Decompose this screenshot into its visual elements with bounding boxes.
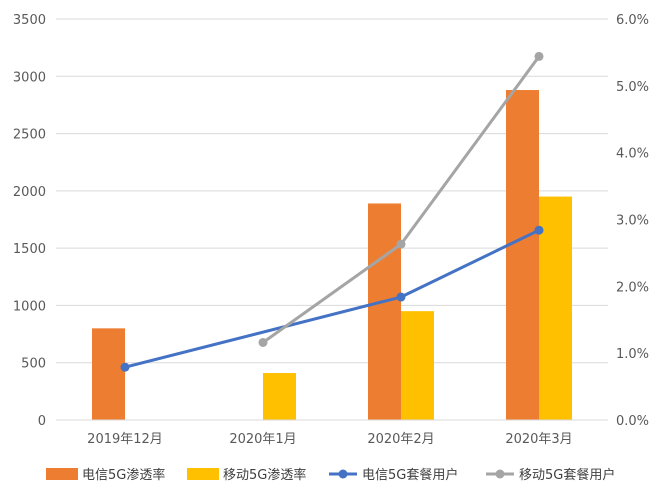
legend-label: 电信5G套餐用户	[362, 467, 458, 483]
x-tick-label: 2020年2月	[367, 432, 434, 447]
line-point	[396, 292, 406, 302]
legend-marker	[338, 469, 348, 479]
bar	[92, 328, 125, 420]
legend: 电信5G渗透率 移动5G渗透率 电信5G套餐用户 移动5G套餐用户	[46, 467, 615, 483]
left-tick-label: 500	[21, 357, 46, 372]
right-tick-label: 4.0%	[616, 147, 649, 162]
line-point	[258, 337, 268, 347]
left-tick-label: 2500	[13, 128, 46, 143]
legend-label: 电信5G渗透率	[82, 467, 165, 483]
right-tick-label: 2.0%	[616, 280, 649, 295]
left-tick-label: 0	[38, 414, 46, 429]
x-tick-label: 2020年1月	[229, 432, 296, 447]
right-tick-label: 3.0%	[616, 214, 649, 229]
x-tick-label: 2020年3月	[505, 432, 572, 447]
x-axis-ticks: 2019年12月 2020年1月 2020年2月 2020年3月	[87, 432, 573, 447]
bar	[263, 373, 296, 420]
right-tick-label: 0.0%	[616, 414, 649, 429]
x-tick-label: 2019年12月	[87, 432, 163, 447]
bar	[506, 90, 539, 420]
line-point	[396, 239, 406, 249]
left-tick-label: 3500	[13, 13, 46, 28]
line-series	[120, 51, 544, 372]
legend-label: 移动5G套餐用户	[519, 467, 615, 483]
legend-swatch	[187, 468, 219, 480]
line-point	[120, 362, 130, 372]
right-tick-label: 5.0%	[616, 80, 649, 95]
left-tick-label: 2000	[13, 185, 46, 200]
legend-label: 移动5G渗透率	[223, 467, 306, 483]
right-tick-label: 6.0%	[616, 13, 649, 28]
bar	[401, 311, 434, 420]
gridlines	[56, 18, 608, 364]
bar-series	[92, 90, 572, 420]
series-line	[124, 228, 540, 369]
right-axis-ticks: 0.0% 1.0% 2.0% 3.0% 4.0% 5.0% 6.0%	[616, 13, 649, 429]
left-tick-label: 1000	[13, 299, 46, 314]
line-point	[534, 51, 544, 61]
line-point	[534, 225, 544, 235]
bar	[368, 203, 401, 420]
legend-marker	[495, 469, 505, 479]
left-tick-label: 3000	[13, 70, 46, 85]
left-axis-ticks: 0 500 1000 1500 2000 2500 3000 3500	[13, 13, 46, 429]
left-tick-label: 1500	[13, 242, 46, 257]
legend-swatch	[46, 468, 78, 480]
right-tick-label: 1.0%	[616, 347, 649, 362]
bar	[539, 196, 572, 420]
